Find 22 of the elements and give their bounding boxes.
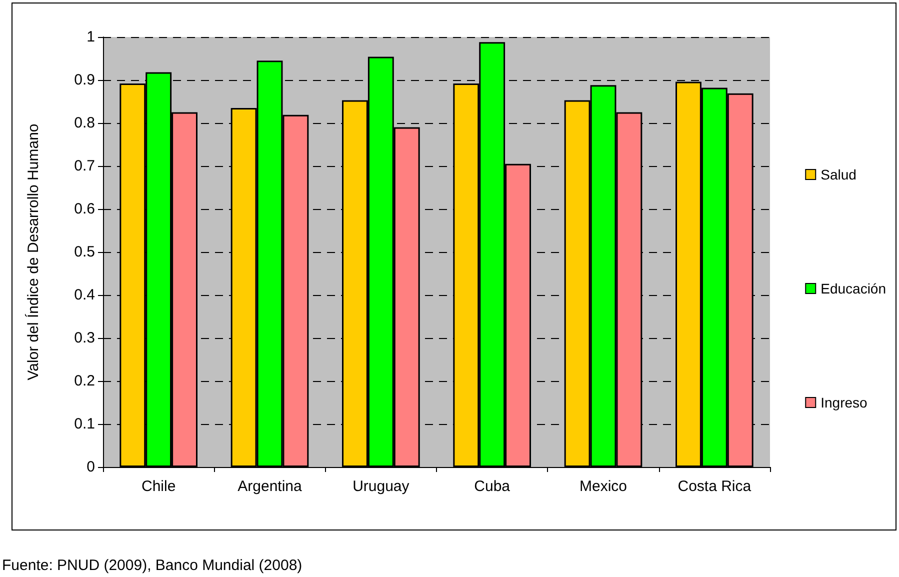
y-tick-label: 0.7 xyxy=(74,158,95,174)
x-tick-label: Mexico xyxy=(579,478,628,495)
legend-label: Educación xyxy=(820,280,886,296)
legend-label: Salud xyxy=(820,166,856,182)
y-tick-label: 0.3 xyxy=(74,330,95,346)
legend-label: Ingreso xyxy=(820,394,868,410)
x-tick-label: Cuba xyxy=(474,478,511,495)
y-tick-label: 0.2 xyxy=(74,372,95,390)
y-tick-label: 0.8 xyxy=(74,114,95,132)
x-tick-label: Chile xyxy=(141,478,176,495)
y-tick-label: 1 xyxy=(86,28,95,46)
y-tick-label: 0 xyxy=(86,458,95,476)
y-tick-label: 0.6 xyxy=(74,200,95,218)
y-tick-label: 0.1 xyxy=(74,416,95,432)
y-axis-title: Valor del Índice de Desarrollo Humano xyxy=(24,124,42,380)
y-tick-label: 0.9 xyxy=(74,72,95,88)
y-tick-label: 0.5 xyxy=(74,244,95,260)
x-tick-label: Costa Rica xyxy=(678,478,752,495)
y-tick-label: 0.4 xyxy=(74,286,95,304)
source-note: Fuente: PNUD (2009), Banco Mundial (2008) xyxy=(2,557,302,574)
x-tick-label: Argentina xyxy=(238,478,303,495)
x-tick-label: Uruguay xyxy=(352,478,410,495)
